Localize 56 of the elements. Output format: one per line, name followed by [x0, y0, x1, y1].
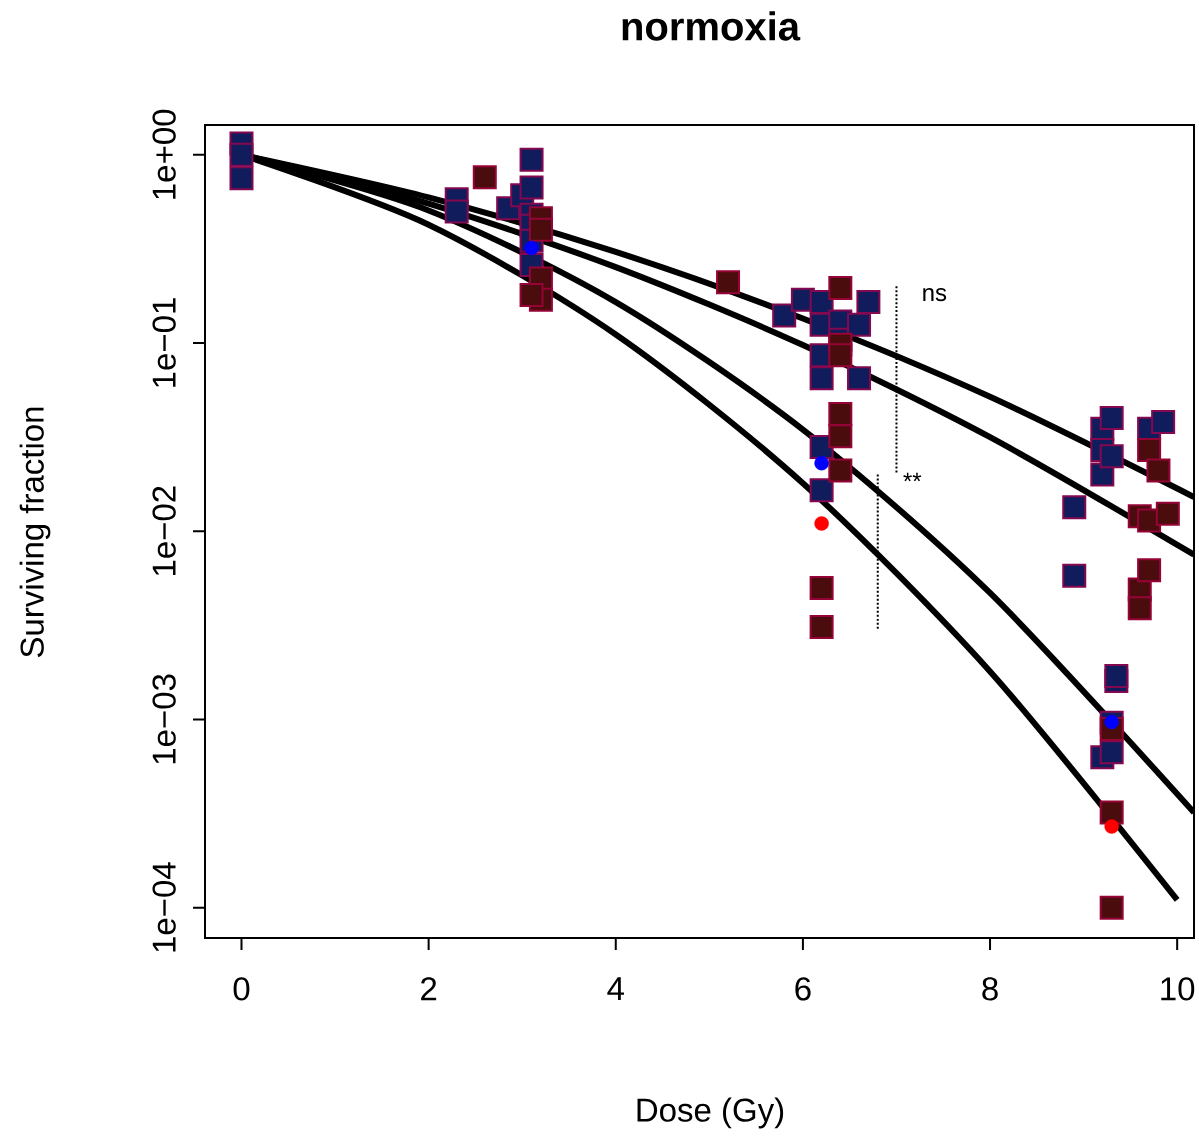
point [1062, 495, 1087, 520]
point [809, 575, 834, 600]
y-tick-label: 1e−04 [152, 862, 176, 952]
point [809, 366, 834, 391]
point [856, 290, 881, 315]
point [1151, 410, 1176, 435]
point [809, 478, 834, 503]
x-tick-label: 0 [233, 977, 250, 1001]
point [814, 455, 829, 471]
point [444, 199, 469, 224]
y-tick-label: 1e−03 [152, 674, 176, 764]
x-tick-label: 8 [982, 977, 998, 1001]
point [828, 401, 853, 426]
point [1137, 438, 1162, 463]
point [828, 424, 853, 449]
x-tick-label: 6 [795, 977, 811, 1001]
point [528, 217, 553, 242]
annotation: ** [903, 472, 922, 482]
y-tick-label: 1e−01 [152, 298, 176, 387]
point [716, 270, 741, 295]
point [828, 458, 853, 483]
y-tick-label: 1e−02 [152, 486, 176, 576]
y-tick-label: 1e+00 [152, 109, 176, 199]
point [847, 366, 872, 391]
point [1127, 596, 1152, 621]
annotation: ns [923, 288, 947, 302]
x-axis-title: Dose (Gy) [637, 1097, 784, 1129]
point [814, 516, 829, 531]
point [519, 175, 544, 200]
point [519, 147, 544, 172]
point [828, 276, 853, 301]
point [772, 303, 797, 328]
point [1104, 819, 1119, 834]
point [828, 343, 853, 368]
point [1155, 501, 1180, 526]
point [1104, 664, 1129, 689]
point [1099, 444, 1124, 469]
point [809, 614, 834, 639]
x-tick-label: 10 [1161, 977, 1195, 1001]
point [1099, 895, 1124, 920]
point [519, 282, 544, 307]
point [1104, 714, 1119, 730]
point [472, 165, 497, 190]
point [1062, 563, 1087, 588]
point [1099, 740, 1124, 765]
point [229, 166, 254, 191]
point [524, 240, 539, 256]
x-tick-label: 4 [607, 977, 624, 1000]
point [1137, 558, 1162, 583]
point [1146, 458, 1171, 483]
y-axis-title: Surviving fraction [19, 407, 51, 658]
point [847, 312, 872, 337]
point [1099, 405, 1124, 430]
x-tick-label: 2 [421, 977, 437, 1001]
chart-title: normoxia [622, 11, 801, 41]
point [229, 142, 254, 167]
